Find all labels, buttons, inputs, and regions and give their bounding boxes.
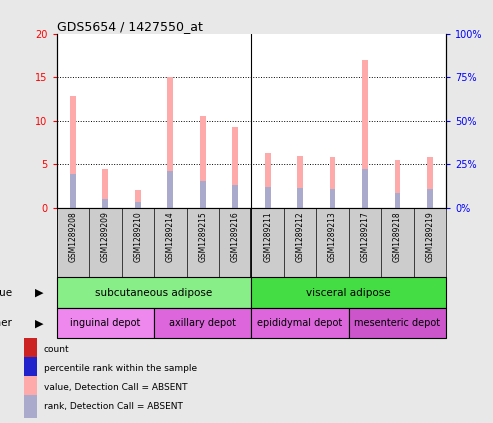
Bar: [135, 190, 141, 208]
Bar: [232, 127, 238, 208]
Text: ▶: ▶: [35, 288, 44, 298]
Bar: [330, 157, 336, 208]
Bar: [167, 171, 173, 208]
Text: inguinal depot: inguinal depot: [70, 318, 141, 328]
Text: GSM1289219: GSM1289219: [425, 211, 434, 262]
Text: GSM1289208: GSM1289208: [69, 211, 77, 262]
Text: count: count: [44, 346, 70, 354]
Bar: [232, 185, 238, 208]
Text: GSM1289210: GSM1289210: [133, 211, 142, 262]
Bar: [25, 376, 36, 399]
Bar: [362, 60, 368, 208]
Text: ▶: ▶: [35, 318, 44, 328]
Bar: [362, 170, 368, 208]
Bar: [25, 338, 36, 362]
Bar: [154, 308, 251, 338]
Text: axillary depot: axillary depot: [169, 318, 236, 328]
Text: GSM1289217: GSM1289217: [360, 211, 370, 262]
Bar: [57, 277, 251, 308]
Text: rank, Detection Call = ABSENT: rank, Detection Call = ABSENT: [44, 402, 183, 411]
Bar: [330, 189, 336, 208]
Bar: [135, 202, 141, 208]
Bar: [297, 156, 303, 208]
Bar: [70, 174, 76, 208]
Text: visceral adipose: visceral adipose: [307, 288, 391, 298]
Bar: [70, 96, 76, 208]
Bar: [251, 277, 446, 308]
Bar: [297, 188, 303, 208]
Text: tissue: tissue: [0, 288, 12, 298]
Text: mesenteric depot: mesenteric depot: [354, 318, 441, 328]
Bar: [103, 169, 108, 208]
Text: GSM1289214: GSM1289214: [166, 211, 175, 262]
Text: value, Detection Call = ABSENT: value, Detection Call = ABSENT: [44, 383, 187, 392]
Bar: [251, 308, 349, 338]
Text: GSM1289216: GSM1289216: [231, 211, 240, 262]
Bar: [25, 357, 36, 380]
Bar: [349, 308, 446, 338]
Bar: [200, 116, 206, 208]
Bar: [200, 181, 206, 208]
Bar: [103, 199, 108, 208]
Text: subcutaneous adipose: subcutaneous adipose: [96, 288, 212, 298]
Text: other: other: [0, 318, 12, 328]
Text: GSM1289212: GSM1289212: [296, 211, 305, 262]
Bar: [427, 157, 433, 208]
Bar: [265, 153, 271, 208]
Text: GSM1289213: GSM1289213: [328, 211, 337, 262]
Bar: [167, 77, 173, 208]
Text: GSM1289209: GSM1289209: [101, 211, 110, 262]
Bar: [265, 187, 271, 208]
Bar: [394, 160, 400, 208]
Bar: [57, 308, 154, 338]
Bar: [427, 190, 433, 208]
Text: GSM1289218: GSM1289218: [393, 211, 402, 262]
Bar: [394, 193, 400, 208]
Text: epididymal depot: epididymal depot: [257, 318, 343, 328]
Text: GSM1289211: GSM1289211: [263, 211, 272, 262]
Text: GDS5654 / 1427550_at: GDS5654 / 1427550_at: [57, 20, 203, 33]
Text: GSM1289215: GSM1289215: [198, 211, 207, 262]
Text: percentile rank within the sample: percentile rank within the sample: [44, 364, 197, 373]
Bar: [25, 395, 36, 418]
